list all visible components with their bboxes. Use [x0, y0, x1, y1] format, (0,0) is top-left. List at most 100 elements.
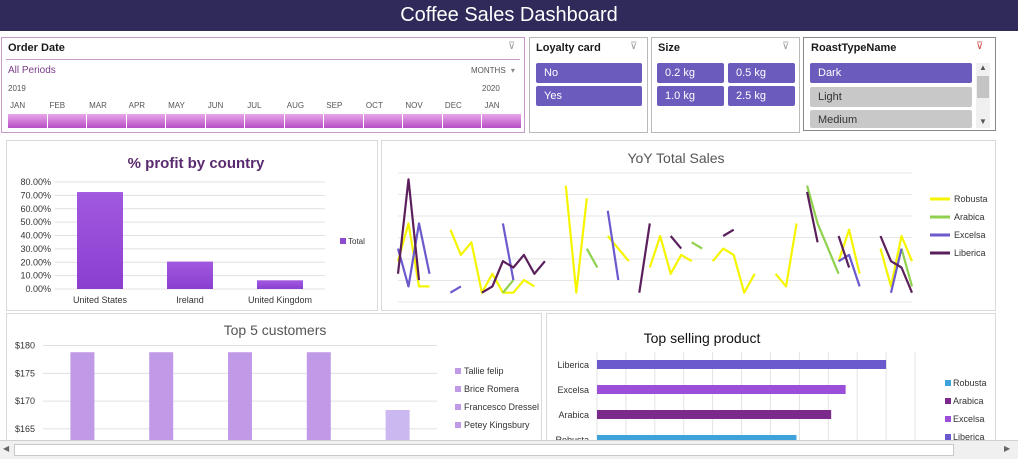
roast-medium-button[interactable]: Medium [810, 110, 972, 128]
clear-filter-icon[interactable]: ⊽ [508, 41, 516, 52]
scroll-left-icon[interactable]: ◀ [3, 444, 10, 453]
roast-type-slicer[interactable]: RoastTypeName ⊽ Dark Light Medium ▲ ▼ [803, 37, 996, 131]
month-label: JUN [207, 101, 224, 110]
top-selling-product-svg: Top selling product Liberica Excelsa Arabi… [555, 330, 987, 445]
y-tick-label: Liberica [557, 360, 589, 370]
y-tick-label: 80.00% [20, 177, 51, 187]
customers-chart-title: Top 5 customers [224, 322, 327, 338]
legend-swatch [455, 386, 461, 392]
scroll-thumb[interactable] [977, 76, 989, 98]
month-label: JUL [247, 101, 262, 110]
order-date-timeline[interactable]: Order Date ⊽ All Periods MONTHS ▾ 2019 2… [1, 37, 525, 133]
top-5-customers-chart: Top 5 customers $180 $175 $170 $165 Tallie … [6, 313, 542, 444]
dashboard-header: Coffee Sales Dashboard [0, 0, 1018, 31]
y-tick-label: 50.00% [20, 217, 51, 227]
legend-label: Tallie felip [464, 366, 504, 376]
clear-filter-icon[interactable]: ⊽ [976, 41, 984, 52]
time-level-label: MONTHS [471, 66, 506, 75]
y-tick-label: Arabica [558, 410, 589, 420]
year-label-right: 2020 [482, 84, 500, 93]
month-label: DEC [444, 101, 462, 110]
month-label: MAY [168, 101, 185, 110]
top-5-customers-svg: Top 5 customers $180 $175 $170 $165 Tallie … [15, 322, 539, 444]
legend-label: Robusta [953, 378, 987, 388]
vertical-scrollbar[interactable]: ▲ ▼ [976, 63, 990, 128]
month-segment[interactable] [403, 114, 443, 128]
order-date-title: Order Date [8, 42, 65, 54]
legend-swatch [945, 434, 951, 440]
y-tick-label: $170 [15, 396, 35, 406]
month-label: FEB [49, 101, 66, 110]
month-label: MAR [89, 101, 107, 110]
dashboard-title: Coffee Sales Dashboard [400, 4, 618, 26]
scroll-thumb[interactable] [14, 444, 954, 456]
month-segment[interactable] [442, 114, 483, 128]
y-tick-label: $175 [15, 368, 35, 378]
chevron-down-icon: ▾ [510, 66, 515, 75]
y-tick-label: 70.00% [20, 190, 51, 200]
profit-x-axis: United States Ireland United Kingdom [73, 295, 312, 305]
legend-swatch [945, 416, 951, 422]
loyalty-yes-button[interactable]: Yes [536, 86, 642, 106]
all-periods-label: All Periods [8, 65, 56, 76]
size-0-5kg-button[interactable]: 0.5 kg [728, 63, 795, 83]
legend-swatch [455, 404, 461, 410]
year-label-left: 2019 [8, 84, 26, 93]
month-segment[interactable] [87, 114, 127, 128]
profit-bar [257, 280, 303, 289]
series-line-robusta [396, 185, 914, 294]
month-label: NOV [405, 101, 423, 110]
customer-bar [228, 352, 252, 444]
month-segment[interactable] [324, 114, 364, 128]
yoy-grid [398, 172, 912, 303]
x-tick-label: United Kingdom [248, 295, 312, 305]
month-segment[interactable] [363, 114, 404, 128]
legend-label: Arabica [953, 396, 984, 406]
product-bar [597, 410, 832, 419]
month-segment[interactable] [126, 114, 167, 128]
size-slicer[interactable]: Size ⊽ 0.2 kg 0.5 kg 1.0 kg 2.5 kg [651, 37, 800, 133]
scroll-up-icon[interactable]: ▲ [979, 63, 987, 72]
customer-bar [306, 352, 331, 444]
month-segment[interactable] [284, 114, 325, 128]
month-segment[interactable] [8, 114, 48, 128]
month-segment[interactable] [482, 114, 522, 128]
y-tick-label: 40.00% [20, 231, 51, 241]
profit-bar [167, 261, 213, 289]
loyalty-no-button[interactable]: No [536, 63, 642, 83]
clear-filter-icon[interactable]: ⊽ [782, 41, 790, 52]
month-segment[interactable] [205, 114, 246, 128]
y-tick-label: 10.00% [20, 271, 51, 281]
month-label: SEP [326, 101, 343, 110]
legend-label: Brice Romera [464, 384, 519, 394]
y-tick-label: 30.00% [20, 244, 51, 254]
y-tick-label: $165 [15, 424, 35, 434]
clear-filter-icon[interactable]: ⊽ [630, 41, 638, 52]
month-label: AUG [286, 101, 305, 110]
size-2-5kg-button[interactable]: 2.5 kg [728, 86, 795, 106]
month-segment[interactable] [245, 114, 285, 128]
customers-bars [70, 352, 410, 444]
roast-dark-button[interactable]: Dark [810, 63, 972, 83]
horizontal-scrollbar[interactable]: ◀ ▶ [0, 440, 1018, 459]
scroll-down-icon[interactable]: ▼ [979, 117, 987, 126]
month-label: OCT [365, 101, 383, 110]
roast-light-button[interactable]: Light [810, 87, 972, 107]
yoy-lines [396, 178, 914, 294]
month-label: JAN [10, 101, 26, 110]
month-segment[interactable] [166, 114, 206, 128]
time-level-dropdown[interactable]: MONTHS ▾ [471, 66, 515, 75]
roast-type-title: RoastTypeName [811, 42, 897, 54]
loyalty-card-slicer[interactable]: Loyalty card ⊽ No Yes [529, 37, 648, 133]
timeline-bar[interactable] [8, 114, 522, 128]
size-1-0kg-button[interactable]: 1.0 kg [657, 86, 724, 106]
size-0-2kg-button[interactable]: 0.2 kg [657, 63, 724, 83]
scroll-right-icon[interactable]: ▶ [1004, 444, 1011, 453]
y-tick-label: 20.00% [20, 257, 51, 267]
x-tick-label: United States [73, 295, 128, 305]
yoy-chart-title: YoY Total Sales [627, 150, 724, 166]
month-segment[interactable] [47, 114, 88, 128]
profit-bar [77, 192, 123, 289]
legend-label: Robusta [954, 194, 988, 204]
